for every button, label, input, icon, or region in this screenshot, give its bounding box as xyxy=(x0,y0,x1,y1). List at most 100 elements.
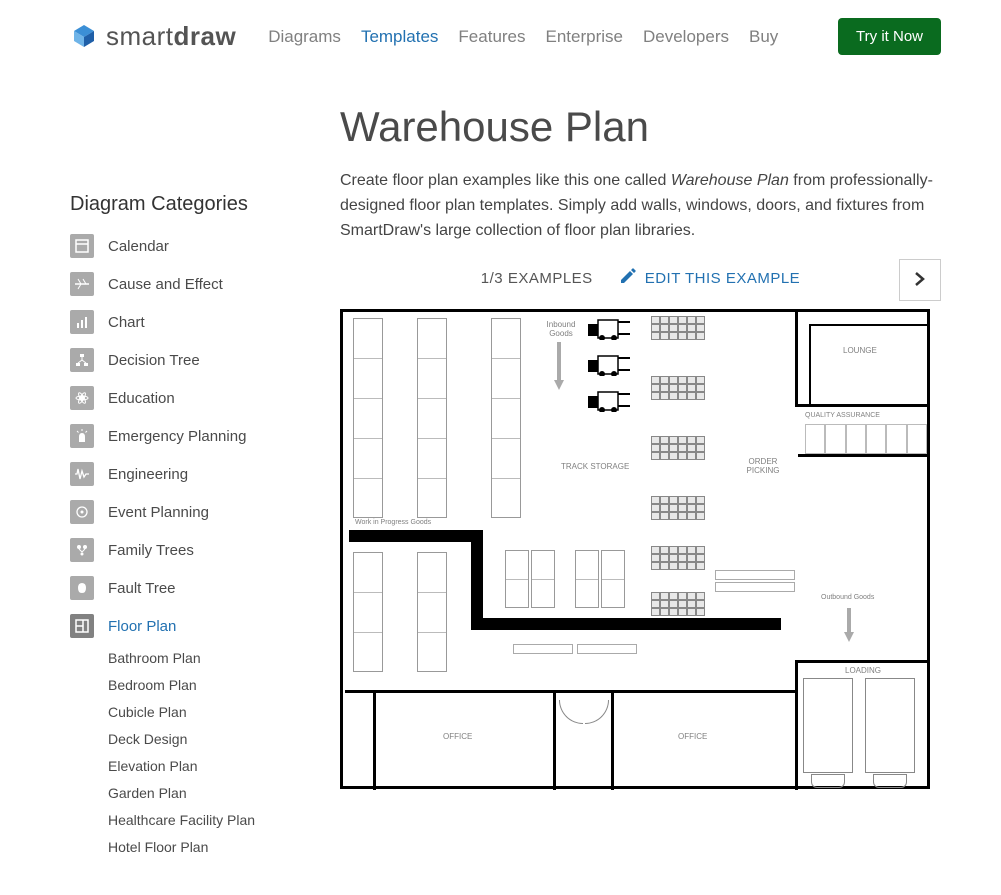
label-office-1: OFFICE xyxy=(443,732,472,741)
floorplan-icon xyxy=(70,614,94,638)
sub-deck[interactable]: Deck Design xyxy=(108,731,280,747)
label-wip: Work in Progress Goods xyxy=(355,519,431,526)
category-fault-tree[interactable]: Fault Tree xyxy=(70,576,280,600)
category-engineering[interactable]: Engineering xyxy=(70,462,280,486)
shelf xyxy=(417,552,447,672)
sub-healthcare[interactable]: Healthcare Facility Plan xyxy=(108,812,280,828)
shelf xyxy=(491,318,521,518)
logo-text: smartdraw xyxy=(106,21,236,52)
category-calendar[interactable]: Calendar xyxy=(70,234,280,258)
example-counter: 1/3 EXAMPLES xyxy=(481,270,593,287)
forklift-icon xyxy=(588,390,632,412)
event-icon xyxy=(70,500,94,524)
truck-cab-icon xyxy=(873,774,907,788)
calendar-icon xyxy=(70,234,94,258)
conveyor xyxy=(471,530,483,630)
category-chart[interactable]: Chart xyxy=(70,310,280,334)
door-icon xyxy=(585,700,609,724)
try-it-now-button[interactable]: Try it Now xyxy=(838,18,941,55)
category-education[interactable]: Education xyxy=(70,386,280,410)
sub-elevation[interactable]: Elevation Plan xyxy=(108,758,280,774)
nav-enterprise[interactable]: Enterprise xyxy=(546,27,623,47)
category-event[interactable]: Event Planning xyxy=(70,500,280,524)
main-content: Warehouse Plan Create floor plan example… xyxy=(340,73,941,855)
wall xyxy=(345,690,795,693)
family-icon xyxy=(70,538,94,562)
shelf xyxy=(531,550,555,608)
top-bar: smartdraw Diagrams Templates Features En… xyxy=(0,0,1001,73)
sub-garden[interactable]: Garden Plan xyxy=(108,785,280,801)
arrow-icon xyxy=(554,380,564,390)
rack xyxy=(715,582,795,592)
arrow-icon xyxy=(557,342,561,380)
label-loading: LOADING xyxy=(845,666,881,675)
shelf xyxy=(417,318,447,518)
category-floor-plan[interactable]: Floor Plan xyxy=(70,614,280,638)
arrow-icon xyxy=(844,632,854,642)
label-lounge: LOUNGE xyxy=(843,346,877,355)
shelf xyxy=(505,550,529,608)
nav-buy[interactable]: Buy xyxy=(749,27,778,47)
forklift-icon xyxy=(588,354,632,376)
pallet-rack xyxy=(651,376,705,400)
top-nav: Diagrams Templates Features Enterprise D… xyxy=(268,27,778,47)
label-track-storage: TRACK STORAGE xyxy=(561,462,629,471)
fishbone-icon xyxy=(70,272,94,296)
chart-icon xyxy=(70,310,94,334)
wall xyxy=(809,324,927,326)
page-title: Warehouse Plan xyxy=(340,103,941,151)
nav-templates[interactable]: Templates xyxy=(361,27,438,47)
category-cause-effect[interactable]: Cause and Effect xyxy=(70,272,280,296)
forklift-icon xyxy=(588,318,632,340)
wall xyxy=(795,660,930,663)
truck-icon xyxy=(865,678,915,773)
category-family-trees[interactable]: Family Trees xyxy=(70,538,280,562)
next-example-button[interactable] xyxy=(899,259,941,301)
shelf xyxy=(575,550,599,608)
wall xyxy=(795,312,798,407)
label-outbound: Outbound Goods xyxy=(821,594,874,601)
sidebar-title: Diagram Categories xyxy=(70,193,280,216)
shelf xyxy=(353,318,383,518)
edit-icon xyxy=(619,267,637,289)
door-icon xyxy=(559,700,583,724)
pallet-rack xyxy=(651,496,705,520)
tree-icon xyxy=(70,348,94,372)
qa-bays xyxy=(805,424,927,454)
logo-icon xyxy=(70,23,98,51)
atom-icon xyxy=(70,386,94,410)
truck-cab-icon xyxy=(811,774,845,788)
pallet-rack xyxy=(651,592,705,616)
nav-diagrams[interactable]: Diagrams xyxy=(268,27,341,47)
truck-icon xyxy=(803,678,853,773)
floor-plan-sublist: Bathroom Plan Bedroom Plan Cubicle Plan … xyxy=(70,650,280,855)
waveform-icon xyxy=(70,462,94,486)
rack xyxy=(577,644,637,654)
pallet-rack xyxy=(651,316,705,340)
wall xyxy=(553,690,556,790)
chevron-right-icon xyxy=(914,272,926,289)
arrow-icon xyxy=(847,608,851,632)
category-decision-tree[interactable]: Decision Tree xyxy=(70,348,280,372)
category-list: Calendar Cause and Effect Chart Decision… xyxy=(70,234,280,855)
category-emergency[interactable]: Emergency Planning xyxy=(70,424,280,448)
wall xyxy=(795,404,930,407)
example-toolbar: 1/3 EXAMPLES EDIT THIS EXAMPLE xyxy=(340,267,941,289)
rack xyxy=(715,570,795,580)
label-inbound: Inbound Goods xyxy=(541,320,581,338)
brand-logo[interactable]: smartdraw xyxy=(70,21,236,52)
edit-example-link[interactable]: EDIT THIS EXAMPLE xyxy=(619,267,801,289)
label-office-2: OFFICE xyxy=(678,732,707,741)
sub-bedroom[interactable]: Bedroom Plan xyxy=(108,677,280,693)
warehouse-plan-diagram[interactable]: Inbound Goods TRACK STORAGE ORDER PICKI xyxy=(340,309,930,789)
pallet-rack xyxy=(651,546,705,570)
shelf xyxy=(601,550,625,608)
siren-icon xyxy=(70,424,94,448)
wall xyxy=(373,690,376,790)
wall xyxy=(611,690,614,790)
nav-features[interactable]: Features xyxy=(458,27,525,47)
nav-developers[interactable]: Developers xyxy=(643,27,729,47)
sub-bathroom[interactable]: Bathroom Plan xyxy=(108,650,280,666)
sub-cubicle[interactable]: Cubicle Plan xyxy=(108,704,280,720)
shelf xyxy=(353,552,383,672)
